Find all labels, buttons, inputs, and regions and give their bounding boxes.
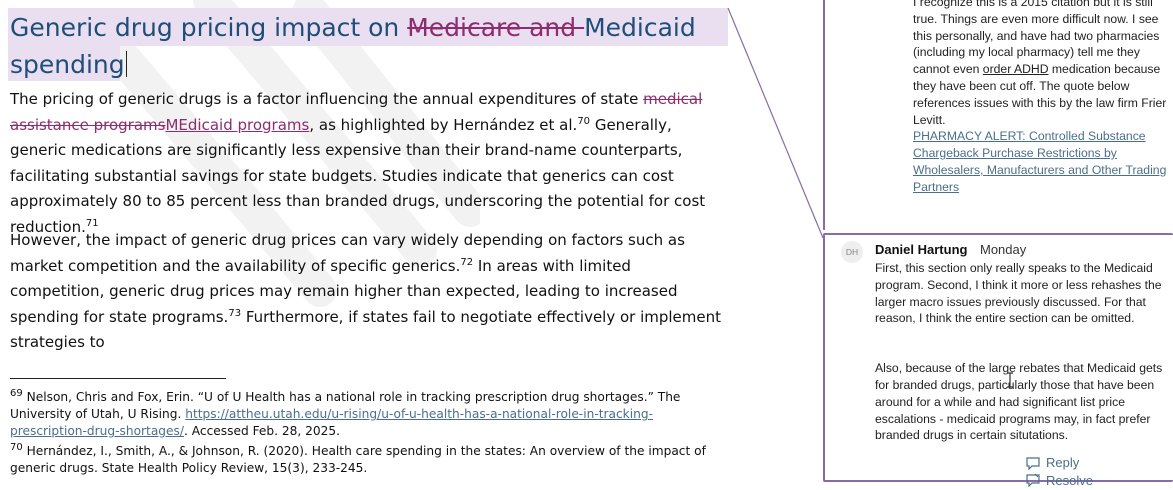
deleted-text: Medicare and [407,13,585,42]
title-selection-highlight [8,8,728,46]
paragraph[interactable]: The pricing of generic drugs is a factor… [10,90,706,236]
comment-card[interactable]: DH Daniel Hartung Monday First, this sec… [823,233,1173,488]
resolve-icon [1026,473,1040,487]
title-selection-highlight [8,46,120,81]
footnote-separator [10,378,226,379]
previous-comment-body: I recognize this is a 2015 citation but … [913,0,1167,194]
deleted-text: medical assistance programs [10,90,703,134]
comment-timestamp: Monday [980,242,1027,257]
footnote-link[interactable]: https://attheu.utah.edu/u-rising/u-of-u-… [10,407,653,438]
text-cursor-icon [1007,372,1013,388]
text-caret [125,51,127,77]
comment-actions: Reply Resolve [1025,455,1173,490]
comment-body: First, this section only really speaks t… [875,261,1163,443]
document-page[interactable]: Generic drug pricing impact on Medicare … [0,0,820,480]
footnote-reference[interactable]: 71 [85,217,99,229]
comment-author: Daniel Hartung [875,242,968,257]
section-heading[interactable]: Generic drug pricing impact on Medicare … [10,13,696,79]
footnote-reference[interactable]: 72 [460,256,474,268]
previous-comment[interactable]: I recognize this is a 2015 citation but … [823,0,1173,230]
reply-button[interactable]: Reply [1025,455,1079,470]
pharmacy-alert-link[interactable]: PHARMACY ALERT: Controlled Substance Cha… [913,129,1167,194]
reply-icon [1026,456,1040,470]
inserted-text: MEdicaid programs [165,115,310,134]
footnote-reference[interactable]: 70 [577,115,591,127]
paragraph[interactable]: However, the impact of generic drug pric… [10,231,722,351]
footnote[interactable]: 69 Nelson, Chris and Fox, Erin. “U of U … [10,387,681,438]
footnote[interactable]: 70 Hernández, I., Smith, A., & Johnson, … [10,441,706,475]
avatar: DH [841,241,863,263]
resolve-button[interactable]: Resolve [1025,473,1093,488]
footnote-reference[interactable]: 73 [228,307,242,319]
